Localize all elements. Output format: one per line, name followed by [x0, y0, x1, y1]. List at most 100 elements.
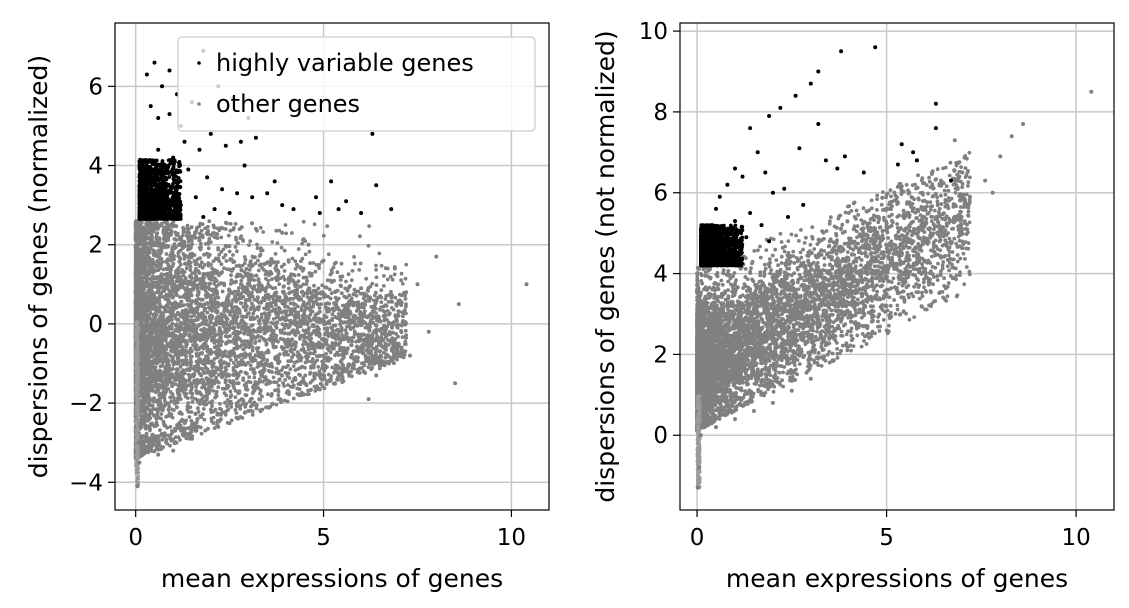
background-point — [242, 331, 247, 336]
background-point — [325, 346, 330, 351]
background-point — [356, 300, 361, 305]
background-point — [291, 396, 296, 401]
background-point — [270, 402, 275, 406]
background-point — [340, 303, 345, 308]
background-point — [197, 245, 202, 250]
background-point — [238, 301, 243, 306]
background-point — [223, 349, 228, 354]
background-point — [156, 447, 161, 452]
background-point — [170, 384, 175, 388]
background-point — [213, 296, 217, 300]
background-point — [174, 238, 179, 242]
background-point — [162, 423, 167, 428]
background-point — [168, 318, 173, 323]
background-point — [243, 308, 248, 312]
background-point — [232, 346, 237, 351]
background-point — [290, 256, 295, 261]
background-point — [326, 252, 331, 257]
background-point — [228, 221, 233, 226]
background-point — [216, 304, 221, 309]
background-point — [389, 289, 393, 294]
background-point — [303, 373, 308, 378]
background-point — [291, 364, 296, 368]
background-point — [351, 349, 356, 354]
background-point — [286, 260, 291, 264]
background-point — [282, 292, 287, 296]
background-point — [156, 407, 161, 412]
background-point — [216, 247, 221, 252]
background-point — [229, 301, 234, 306]
background-point — [226, 340, 231, 345]
background-point — [367, 224, 371, 229]
background-point — [194, 266, 198, 271]
background-point — [300, 241, 305, 246]
background-point — [228, 312, 232, 317]
background-point — [374, 283, 379, 287]
background-point — [383, 355, 388, 360]
background-point — [190, 396, 195, 400]
background-point — [282, 269, 287, 273]
background-point — [349, 343, 353, 347]
background-point — [282, 284, 286, 289]
background-point — [316, 340, 321, 345]
background-point — [219, 358, 223, 363]
background-point — [167, 404, 172, 409]
background-point — [189, 418, 194, 423]
background-point — [291, 383, 296, 388]
background-point — [381, 284, 386, 288]
background-point — [332, 371, 336, 375]
background-point — [349, 278, 354, 282]
background-point — [391, 330, 395, 335]
background-point — [361, 369, 366, 374]
background-point — [346, 272, 351, 277]
background-point — [197, 224, 202, 229]
background-point — [155, 231, 160, 236]
background-point — [399, 328, 403, 333]
background-point — [328, 350, 333, 355]
background-point — [207, 316, 212, 320]
background-point — [231, 253, 235, 257]
background-point — [213, 395, 218, 400]
background-point — [241, 378, 246, 382]
background-point — [309, 336, 313, 341]
background-point — [212, 426, 217, 430]
background-point — [236, 289, 241, 293]
background-point — [352, 287, 357, 292]
background-point — [245, 371, 249, 376]
background-point — [293, 266, 298, 271]
background-point — [330, 326, 334, 331]
background-point — [374, 275, 379, 280]
background-point — [273, 333, 278, 338]
background-point — [166, 433, 170, 438]
background-point — [258, 225, 263, 230]
background-point — [235, 404, 239, 409]
background-point — [343, 328, 348, 332]
background-point — [255, 289, 260, 294]
background-point — [313, 371, 318, 376]
background-point — [328, 379, 333, 383]
background-point — [379, 288, 384, 293]
background-point — [195, 381, 200, 386]
background-point — [221, 255, 226, 260]
background-point — [394, 332, 398, 336]
background-point — [227, 267, 232, 272]
background-point — [308, 261, 312, 266]
background-point — [200, 412, 205, 417]
background-point — [333, 353, 337, 358]
background-point — [364, 276, 369, 281]
background-point — [270, 277, 274, 282]
background-point — [181, 285, 186, 290]
background-point — [196, 406, 200, 411]
background-point — [338, 318, 343, 323]
background-point — [247, 267, 252, 272]
background-point — [303, 252, 308, 257]
background-point — [321, 233, 326, 238]
background-point — [206, 225, 210, 229]
background-point — [247, 243, 251, 248]
background-point — [213, 407, 218, 412]
background-point — [193, 262, 198, 267]
background-point — [224, 320, 229, 324]
background-point — [263, 375, 268, 379]
background-point — [224, 259, 229, 263]
